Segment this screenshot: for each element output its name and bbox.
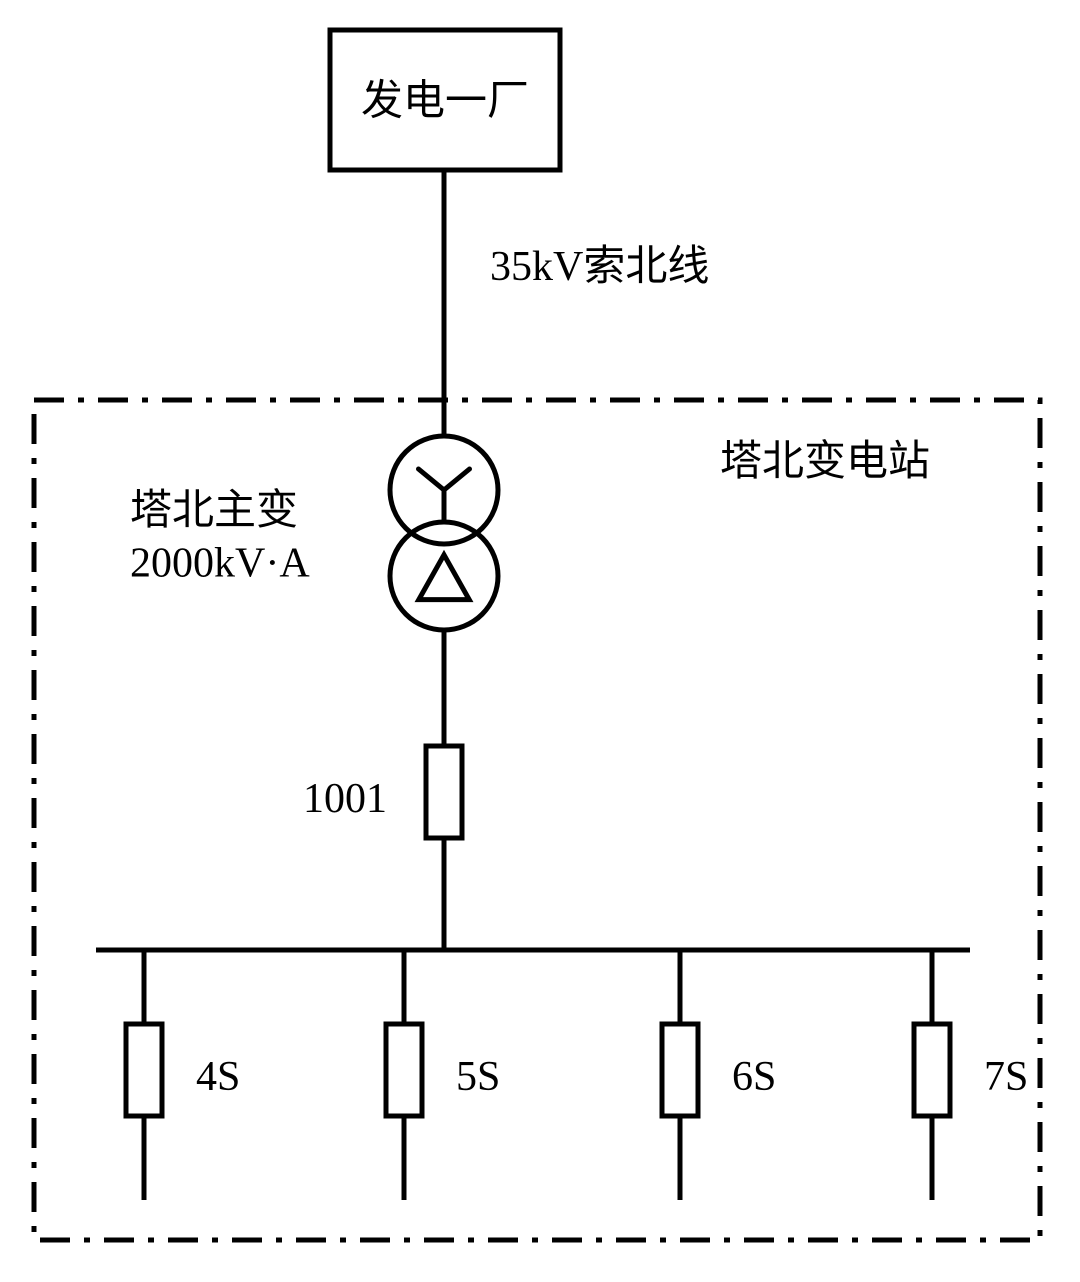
single-line-diagram: 发电一厂 35kV索北线 塔北变电站 塔北主变 2000kV·A 1001 4S… [0, 0, 1080, 1282]
transformer-name: 塔北主变 [130, 487, 298, 534]
feeder-7S: 7S [914, 950, 1028, 1200]
feeder-breaker-6S [662, 1024, 698, 1116]
wye-icon [419, 469, 470, 520]
feeder-breaker-5S [386, 1024, 422, 1116]
breaker-1001-label: 1001 [303, 776, 387, 822]
feeder-label-6S: 6S [732, 1054, 776, 1100]
feeder-breaker-4S [126, 1024, 162, 1116]
feeder-label-4S: 4S [196, 1054, 240, 1100]
feeder-4S: 4S [126, 950, 240, 1200]
transmission-line-label: 35kV索北线 [490, 244, 709, 290]
substation-name: 塔北变电站 [720, 438, 930, 485]
feeder-6S: 6S [662, 950, 776, 1200]
feeder-5S: 5S [386, 950, 500, 1200]
delta-icon [419, 555, 469, 600]
power-plant-box: 发电一厂 [330, 30, 560, 170]
feeders-group: 4S 5S 6S 7S [126, 950, 1028, 1200]
transformer-symbol [390, 436, 498, 630]
transformer-rating: 2000kV·A [130, 541, 310, 587]
feeder-label-5S: 5S [456, 1054, 500, 1100]
breaker-1001 [426, 746, 462, 838]
feeder-label-7S: 7S [984, 1054, 1028, 1100]
feeder-breaker-7S [914, 1024, 950, 1116]
power-plant-label: 发电一厂 [361, 79, 529, 125]
